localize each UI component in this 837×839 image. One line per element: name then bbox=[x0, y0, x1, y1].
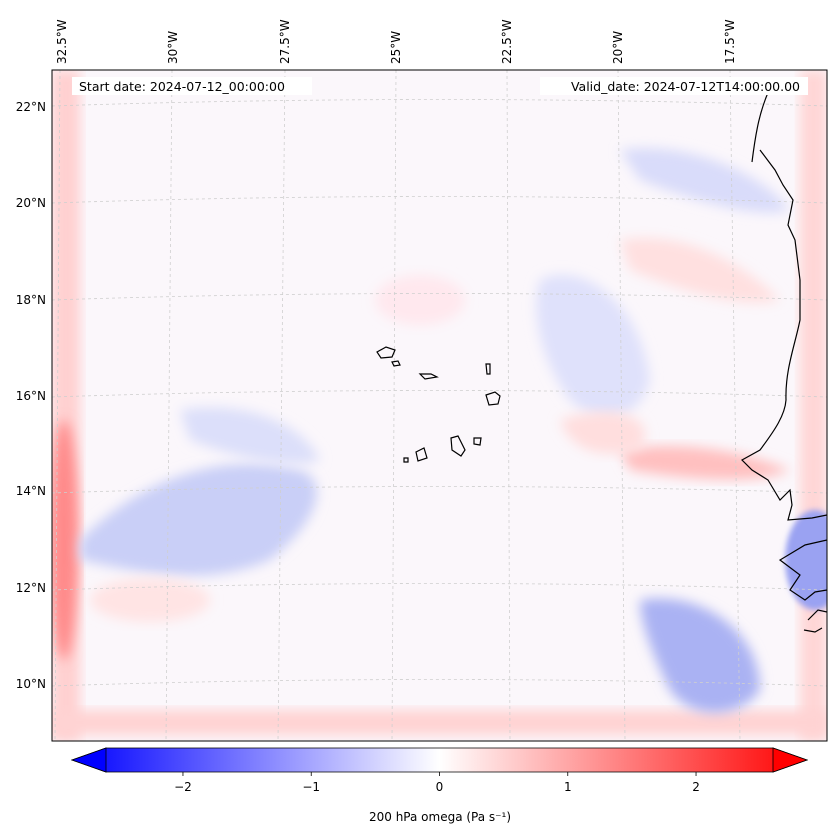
island-sao-nicolau bbox=[418, 373, 439, 380]
colorbar: −2 −1 0 1 2 200 hPa omega (Pa s⁻¹) bbox=[70, 747, 809, 824]
blue-band-northwest bbox=[180, 407, 320, 464]
start-date-label: Start date: 2024-07-12_00:00:00 bbox=[79, 79, 285, 94]
gridline-32-5w bbox=[54, 70, 61, 741]
lat-label-12n: 12°N bbox=[16, 581, 46, 595]
lat-label-18n: 18°N bbox=[16, 293, 46, 307]
lon-label-27-5w: 27.5°W bbox=[278, 19, 292, 64]
island-santo-antao bbox=[376, 346, 396, 359]
gridline-14n bbox=[52, 486, 827, 494]
lon-label-20w: 20°W bbox=[611, 31, 625, 64]
gridline-10n bbox=[52, 679, 827, 687]
longitude-labels: 32.5°W 30°W 27.5°W 25°W 22.5°W 20°W 17.5… bbox=[55, 19, 737, 64]
lon-label-22-5w: 22.5°W bbox=[500, 19, 514, 64]
left-boundary-maximum bbox=[52, 420, 78, 660]
gridline-20w bbox=[617, 70, 626, 741]
bottom-boundary-band bbox=[52, 710, 827, 735]
red-band-central bbox=[560, 411, 646, 454]
lon-label-25w: 25°W bbox=[389, 31, 403, 64]
island-sal bbox=[485, 363, 491, 375]
gridline-20n bbox=[52, 196, 827, 204]
island-boa-vista bbox=[485, 391, 501, 406]
colorbar-tick-label: 1 bbox=[564, 780, 572, 794]
colorbar-tick-label: 2 bbox=[692, 780, 700, 794]
gridline-12n bbox=[52, 583, 827, 591]
blue-band-north bbox=[620, 148, 790, 213]
latitude-labels: 22°N 20°N 18°N 16°N 14°N 12°N 10°N bbox=[16, 100, 46, 691]
red-patch-southwest bbox=[90, 578, 210, 622]
colorbar-high-extend bbox=[772, 747, 809, 773]
graticule bbox=[52, 70, 827, 741]
lat-label-20n: 20°N bbox=[16, 196, 46, 210]
lon-label-17-5w: 17.5°W bbox=[723, 19, 737, 64]
lat-label-14n: 14°N bbox=[16, 484, 46, 498]
valid-date-label: Valid_date: 2024-07-12T14:00:00.00 bbox=[571, 79, 800, 94]
lon-label-32-5w: 32.5°W bbox=[55, 19, 69, 64]
gridline-22n bbox=[52, 99, 827, 107]
red-band-northeast bbox=[620, 238, 780, 303]
guinea-coastline bbox=[778, 539, 827, 601]
red-patch-central bbox=[375, 275, 465, 325]
start-date-box bbox=[72, 77, 312, 95]
colorbar-bar bbox=[70, 747, 809, 773]
blue-coast-maximum bbox=[785, 510, 827, 610]
blue-band-southeast bbox=[640, 598, 760, 713]
lat-label-22n: 22°N bbox=[16, 100, 46, 114]
red-band-coast bbox=[620, 446, 790, 480]
colorbar-ticks: −2 −1 0 1 2 bbox=[174, 772, 700, 794]
cape-verde-islands bbox=[376, 346, 501, 463]
gridline-17-5w bbox=[729, 70, 741, 741]
map-frame bbox=[51, 69, 828, 742]
colorbar-tick-label: 0 bbox=[436, 780, 444, 794]
gridline-30w bbox=[165, 70, 173, 741]
lat-label-10n: 10°N bbox=[16, 677, 46, 691]
island-brava bbox=[403, 457, 409, 463]
omega-field bbox=[52, 70, 827, 741]
gridline-25w bbox=[391, 70, 397, 741]
colorbar-low-extend bbox=[70, 747, 107, 773]
right-boundary-band bbox=[800, 70, 827, 741]
valid-date-box bbox=[540, 77, 808, 95]
gridline-22-5w bbox=[506, 70, 511, 741]
gridline-16n bbox=[52, 390, 827, 398]
blue-band-east bbox=[536, 274, 650, 418]
gridline-18n bbox=[52, 293, 827, 301]
island-maio bbox=[473, 437, 482, 446]
colorbar-label: 200 hPa omega (Pa s⁻¹) bbox=[369, 810, 511, 824]
bissagos-coastline bbox=[803, 609, 827, 633]
colorbar-tick-label: −2 bbox=[174, 780, 192, 794]
colorbar-tick-label: −1 bbox=[302, 780, 320, 794]
lon-label-30w: 30°W bbox=[166, 31, 180, 64]
island-santiago bbox=[450, 435, 466, 457]
lat-label-16n: 16°N bbox=[16, 389, 46, 403]
island-sao-vicente bbox=[391, 360, 401, 367]
gridline-27-5w bbox=[277, 70, 286, 741]
blue-band-west bbox=[80, 463, 317, 576]
island-fogo bbox=[415, 447, 428, 462]
